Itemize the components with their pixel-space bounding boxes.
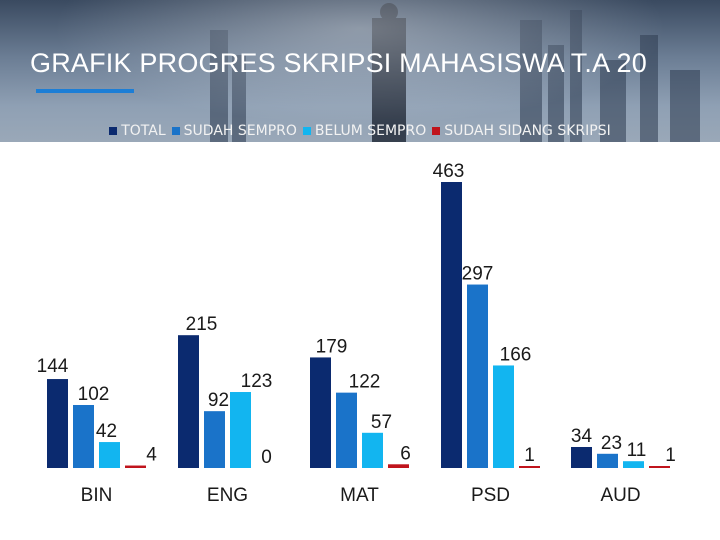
- bar: [178, 335, 199, 468]
- bar: [310, 357, 331, 468]
- data-label: 1: [524, 445, 535, 466]
- data-label: 144: [37, 356, 69, 377]
- data-label: 102: [78, 384, 110, 405]
- legend-item: BELUM SEMPRO: [302, 123, 427, 139]
- legend-label: SUDAH SEMPRO: [183, 123, 297, 139]
- data-label: 34: [571, 426, 593, 447]
- data-label: 6: [400, 443, 411, 464]
- bar: [571, 446, 592, 468]
- data-label: 57: [371, 412, 392, 433]
- category-label: ENG: [207, 485, 248, 506]
- data-label: 297: [462, 264, 494, 285]
- category-label: PSD: [471, 485, 510, 506]
- legend-label: TOTAL: [121, 123, 166, 139]
- data-label: 11: [627, 440, 647, 461]
- data-label: 166: [500, 344, 532, 365]
- data-label: 1: [665, 445, 676, 466]
- data-label: 215: [186, 314, 218, 335]
- data-label: 4: [146, 445, 157, 466]
- data-label: 179: [316, 336, 348, 357]
- bar: [336, 392, 357, 468]
- bar: [467, 284, 488, 468]
- page-title: GRAFIK PROGRES SKRIPSI MAHASISWA T.A 20: [30, 48, 647, 78]
- legend-label: BELUM SEMPRO: [314, 123, 427, 139]
- legend-swatch: [109, 127, 118, 135]
- data-label: 42: [96, 421, 117, 442]
- legend-swatch: [432, 127, 441, 135]
- bar: [519, 466, 540, 468]
- bar: [230, 392, 251, 468]
- bar: [623, 461, 644, 468]
- category-label: BIN: [81, 485, 113, 506]
- chart-legend: TOTAL SUDAH SEMPRO BELUM SEMPRO SUDAH SIDAN…: [0, 118, 720, 144]
- bar: [362, 432, 383, 468]
- bar: [649, 466, 670, 468]
- category-label: MAT: [340, 485, 379, 506]
- bar: [493, 365, 514, 468]
- city-skyline-image: [210, 3, 700, 142]
- legend-item: TOTAL: [109, 123, 166, 139]
- category-label: AUD: [600, 485, 640, 506]
- legend-swatch: [171, 127, 180, 135]
- title-underline: [36, 89, 134, 93]
- header-banner: [0, 0, 720, 142]
- bar: [99, 442, 120, 468]
- bar: [125, 465, 146, 468]
- data-label: 0: [261, 447, 272, 468]
- bar: [73, 404, 94, 468]
- banner-haze: [0, 0, 720, 142]
- legend-item: SUDAH SIDANG SKRIPSI: [432, 123, 611, 139]
- bar: [47, 379, 68, 468]
- data-label: 463: [433, 161, 465, 182]
- data-label: 92: [208, 390, 229, 411]
- data-label: 122: [349, 372, 381, 393]
- legend-item: SUDAH SEMPRO: [171, 123, 297, 139]
- bar: [388, 464, 409, 468]
- data-label: 123: [241, 371, 273, 392]
- data-label: 23: [601, 433, 622, 454]
- bar: [204, 411, 225, 468]
- bar: [441, 182, 462, 468]
- legend-swatch: [302, 127, 311, 135]
- legend-label: SUDAH SIDANG SKRIPSI: [444, 123, 611, 139]
- bar: [597, 453, 618, 468]
